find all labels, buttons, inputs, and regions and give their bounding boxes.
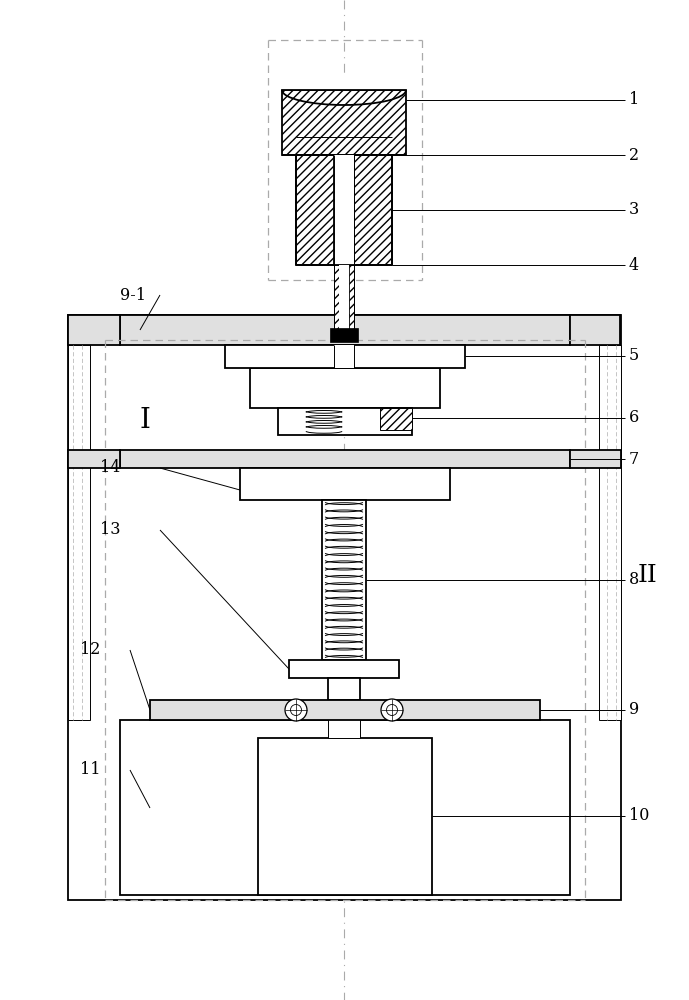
Text: 9-1: 9-1 [120,286,146,304]
Bar [599,345,621,720]
Bar [120,450,570,468]
Text: 6: 6 [629,410,639,426]
Bar [258,738,432,895]
Bar [322,500,366,660]
Text: 10: 10 [629,808,649,824]
Bar [68,315,621,900]
Bar [330,328,358,342]
Bar [240,468,450,500]
Bar [349,265,354,330]
Circle shape [285,699,307,721]
Bar [570,450,621,468]
Bar [339,265,349,330]
Bar [334,345,354,368]
Text: 8: 8 [629,572,639,588]
Bar [150,700,540,720]
Bar [68,345,90,720]
Text: 7: 7 [629,450,639,468]
Bar [120,720,570,895]
Bar [282,90,406,155]
Bar [354,155,392,265]
Bar [380,408,412,430]
Text: 5: 5 [629,348,639,364]
Text: 13: 13 [100,522,121,538]
Circle shape [387,704,398,716]
Text: I: I [140,406,150,434]
Bar [289,660,399,678]
Text: 4: 4 [629,256,639,273]
Text: II: II [638,564,658,586]
Bar [225,345,465,368]
Text: 9: 9 [629,702,639,718]
Text: 14: 14 [100,460,121,477]
Bar [68,315,120,345]
Bar [282,75,406,90]
Bar [319,345,369,368]
Bar [334,265,339,330]
Text: 3: 3 [629,202,639,219]
Bar [68,450,120,468]
Bar [334,155,354,265]
Bar [250,368,440,408]
Text: 2: 2 [629,146,639,163]
Text: 11: 11 [80,762,101,778]
Bar [570,315,620,345]
Bar [120,315,570,345]
Text: 1: 1 [629,92,639,108]
Bar [296,155,334,265]
Text: 12: 12 [80,642,101,658]
Circle shape [291,704,302,716]
Bar [328,700,360,738]
Bar [278,408,412,435]
Circle shape [381,699,403,721]
Bar [328,678,360,700]
